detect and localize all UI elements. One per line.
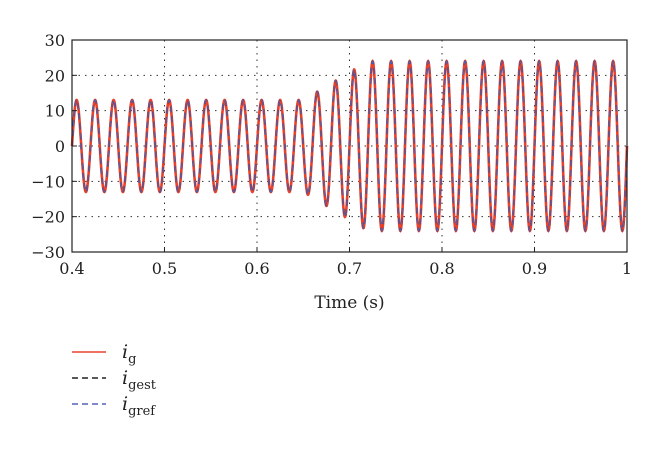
series-layer bbox=[70, 59, 629, 233]
y-tick-label: −30 bbox=[31, 243, 65, 262]
x-tick-label: 0.5 bbox=[152, 259, 177, 278]
x-axis-label: Time (s) bbox=[314, 293, 384, 313]
y-tick-label: 0 bbox=[55, 137, 65, 156]
y-tick-label: 20 bbox=[45, 66, 65, 85]
y-tick-label: 10 bbox=[45, 102, 65, 121]
legend-label-gref: igref bbox=[122, 393, 156, 419]
y-tick-label: 30 bbox=[45, 31, 65, 50]
legend-label-gest: igest bbox=[122, 367, 157, 393]
x-tick-label: 0.6 bbox=[244, 259, 269, 278]
ticks: 0.4 0.5 0.6 0.7 0.8 0.9 1 30 20 10 0 −10 −20 −30 bbox=[31, 31, 632, 278]
series-line-g bbox=[70, 59, 629, 233]
x-tick-label: 1 bbox=[622, 259, 632, 278]
x-tick-label: 0.9 bbox=[522, 259, 547, 278]
x-tick-label: 0.8 bbox=[429, 259, 454, 278]
y-tick-label: −10 bbox=[31, 172, 65, 191]
y-tick-label: −20 bbox=[31, 208, 65, 227]
legend-label-g: ig bbox=[122, 341, 136, 367]
x-tick-label: 0.4 bbox=[59, 259, 84, 278]
x-tick-label: 0.7 bbox=[337, 259, 362, 278]
